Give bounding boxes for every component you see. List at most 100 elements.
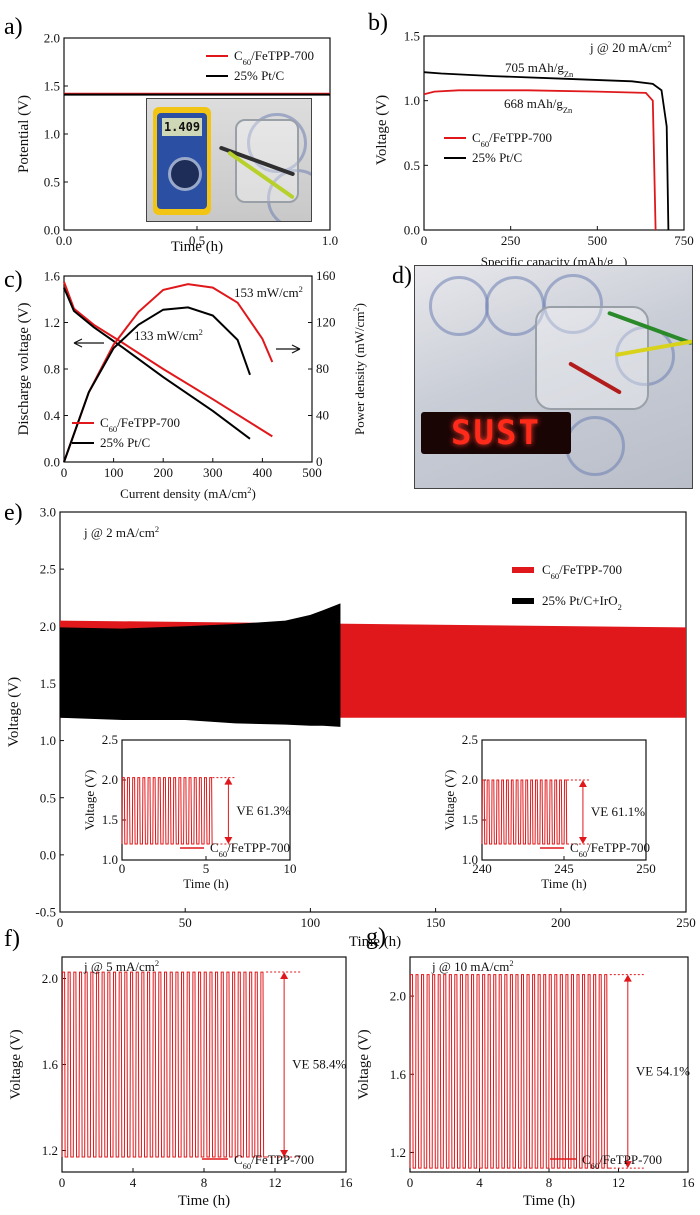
chart-f-arrow-head-up (280, 972, 289, 980)
chart-e-inset-0-y-tick-label: 2.5 (102, 732, 118, 747)
chart-g-y-axis-title: Voltage (V) (356, 1029, 372, 1099)
chart-b-plot-frame (423, 35, 685, 231)
chart-a-y-tick-label: 1.5 (44, 79, 60, 94)
chart-f-x-tick-label: 16 (340, 1175, 354, 1190)
chart-e-y-axis-title: Voltage (V) (6, 677, 22, 747)
chart-g-current-annotation: j @ 10 mA/cm2 (431, 958, 514, 974)
chart-c-series-line-1 (63, 287, 251, 440)
chart-g-y-tick-label: 1.2 (390, 1145, 406, 1160)
chart-c-y-tick-label: 0.0 (44, 455, 60, 470)
chart-f-y-tick-label: 1.6 (42, 1057, 59, 1072)
chart-c-y2-tick-label: 0 (316, 454, 323, 469)
chart-a-y-tick-label: 0.0 (44, 223, 60, 238)
chart-c-legend-c60-label: C60/FeTPP-700 (100, 415, 180, 434)
dial-icon (168, 157, 202, 191)
chart-e-inset-1-arrow-head-down (578, 837, 587, 844)
chart-b-y-tick-label: 1.5 (404, 29, 420, 44)
chart-e-inset-1-y-tick-label: 2.5 (462, 732, 478, 747)
chart-e-inset-1-y-tick-label: 1.0 (462, 852, 478, 867)
chart-e-inset-1-y-axis-title: Voltage (V) (442, 770, 457, 831)
chart-e-y-tick-label: 2.0 (40, 619, 56, 634)
chart-c-x-tick-label: 200 (153, 465, 173, 480)
chart-e-inset-0-y-axis-title: Voltage (V) (82, 770, 97, 831)
chart-e-legend-ptc-label: 25% Pt/C+IrO2 (542, 593, 622, 612)
chart-f-x-tick-label: 0 (59, 1175, 66, 1190)
chart-c-peak-label-c60: 153 mW/cm2 (234, 284, 303, 300)
chart-g-x-tick-label: 0 (407, 1175, 414, 1190)
chart-e-inset-1-legend-label: C60/FeTPP-700 (570, 840, 650, 859)
chart-e-inset-0-arrow-head-down (224, 837, 233, 844)
chart-g-legend-label: C60/FeTPP-700 (582, 1152, 662, 1171)
panel-label-g: g) (366, 924, 386, 950)
chart-b-series-c60-line (423, 89, 657, 231)
chart-a-x-tick-label: 0.0 (56, 233, 72, 248)
chart-e-inset-0-legend-label: C60/FeTPP-700 (210, 840, 290, 859)
chart-b-y-tick-label: 0.5 (404, 158, 420, 173)
chart-e-inset-1-x-tick-label: 240 (472, 861, 492, 876)
chart-e-current-annotation: j @ 2 mA/cm2 (83, 524, 159, 540)
battery-cell-icon (535, 306, 649, 410)
chart-f-ve-label: VE 58.4% (292, 1057, 346, 1072)
chart-e-inset-0-y-tick-label: 1.0 (102, 852, 118, 867)
chart-c-x-axis-title: Current density (mA/cm2) (120, 485, 256, 501)
chart-a-x-axis-title: Time (h) (171, 239, 223, 255)
chart-e-y-tick-label: -0.5 (35, 905, 56, 920)
chart-e-x-tick-label: 200 (551, 915, 571, 930)
chart-c-x-tick-label: 300 (203, 465, 223, 480)
chart-e-legend-c60-label: C60/FeTPP-700 (542, 562, 622, 581)
chart-c-legend-ptc-label: 25% Pt/C (100, 435, 150, 450)
multimeter-icon: 1.409 (153, 107, 211, 215)
chart-a-legend-ptc-label: 25% Pt/C (234, 68, 284, 83)
chart-c-series-line-0 (63, 281, 273, 438)
chart-e-y-tick-label: 0.0 (40, 847, 56, 862)
chart-b-legend-ptc-label: 25% Pt/C (472, 150, 522, 165)
chart-g-y-tick-label: 1.6 (390, 1067, 407, 1082)
chart-b-current-annotation: j @ 20 mA/cm2 (589, 39, 672, 55)
chart-g-x-tick-label: 16 (682, 1175, 696, 1190)
chart-a-x-tick-label: 0.5 (189, 233, 205, 248)
chart-g-cycle-line (409, 974, 610, 1169)
panel-label-a: a) (4, 14, 23, 40)
chart-e-inset-1-x-axis-title: Time (h) (541, 876, 586, 891)
chart-e-inset-0-x-tick-label: 0 (119, 861, 126, 876)
chart-f-arrow-head-down (280, 1149, 289, 1157)
panel-label-f: f) (4, 926, 20, 952)
chart-e-inset-0-ve-label: VE 61.3% (236, 803, 290, 818)
chart-e-legend-ptc-swatch (512, 598, 534, 604)
chart-c-y2-tick-label: 160 (316, 268, 336, 283)
chart-e-inset-0-y-tick-label: 2.0 (102, 772, 118, 787)
chart-f-x-tick-label: 8 (201, 1175, 208, 1190)
chart-c-x-tick-label: 400 (253, 465, 273, 480)
chart-e-y-tick-label: 0.5 (40, 790, 56, 805)
chart-f-current-annotation: j @ 5 mA/cm2 (83, 958, 159, 974)
chart-c-y-tick-label: 1.2 (44, 315, 60, 330)
chart-a-x-tick-label: 1.0 (322, 233, 338, 248)
chart-a-y-axis-title: Potential (V) (16, 95, 32, 173)
chart-c-y-tick-label: 0.8 (44, 362, 60, 377)
chart-c-y2-tick-label: 80 (316, 361, 329, 376)
logo-watermark-icon (565, 416, 625, 476)
chart-b-x-tick-label: 0 (421, 233, 428, 248)
chart-b-capacity-label-c60: 668 mAh/gZn (504, 96, 573, 115)
chart-e-inset-1-y-tick-label: 1.5 (462, 812, 478, 827)
chart-e-x-tick-label: 250 (676, 915, 696, 930)
chart-g-ve-label: VE 54.1% (636, 1063, 690, 1078)
chart-b-y-tick-label: 0.0 (404, 223, 420, 238)
chart-a-y-tick-label: 2.0 (44, 31, 60, 46)
chart-b-x-tick-label: 750 (674, 233, 694, 248)
chart-c-right-axis-arrow-icon (276, 344, 301, 354)
chart-f-y-tick-label: 1.2 (42, 1143, 58, 1158)
chart-b-capacity-label-ptc: 705 mAh/gZn (505, 60, 574, 79)
chart-f-x-tick-label: 12 (269, 1175, 282, 1190)
chart-b-x-tick-label: 250 (501, 233, 521, 248)
chart-a-y-tick-label: 0.5 (44, 175, 60, 190)
panel-label-d: d) (392, 263, 412, 289)
multimeter-reading: 1.409 (162, 118, 202, 136)
chart-a-y-tick-label: 1.0 (44, 127, 60, 142)
chart-e-y-tick-label: 1.0 (40, 733, 56, 748)
panel-label-e: e) (4, 500, 23, 526)
chart-c-y2-axis-title: Power density (mW/cm2) (351, 303, 367, 435)
chart-c-y-tick-label: 1.6 (44, 269, 61, 284)
chart-f-legend-label: C60/FeTPP-700 (234, 1152, 314, 1171)
chart-e-y-tick-label: 2.5 (40, 562, 56, 577)
